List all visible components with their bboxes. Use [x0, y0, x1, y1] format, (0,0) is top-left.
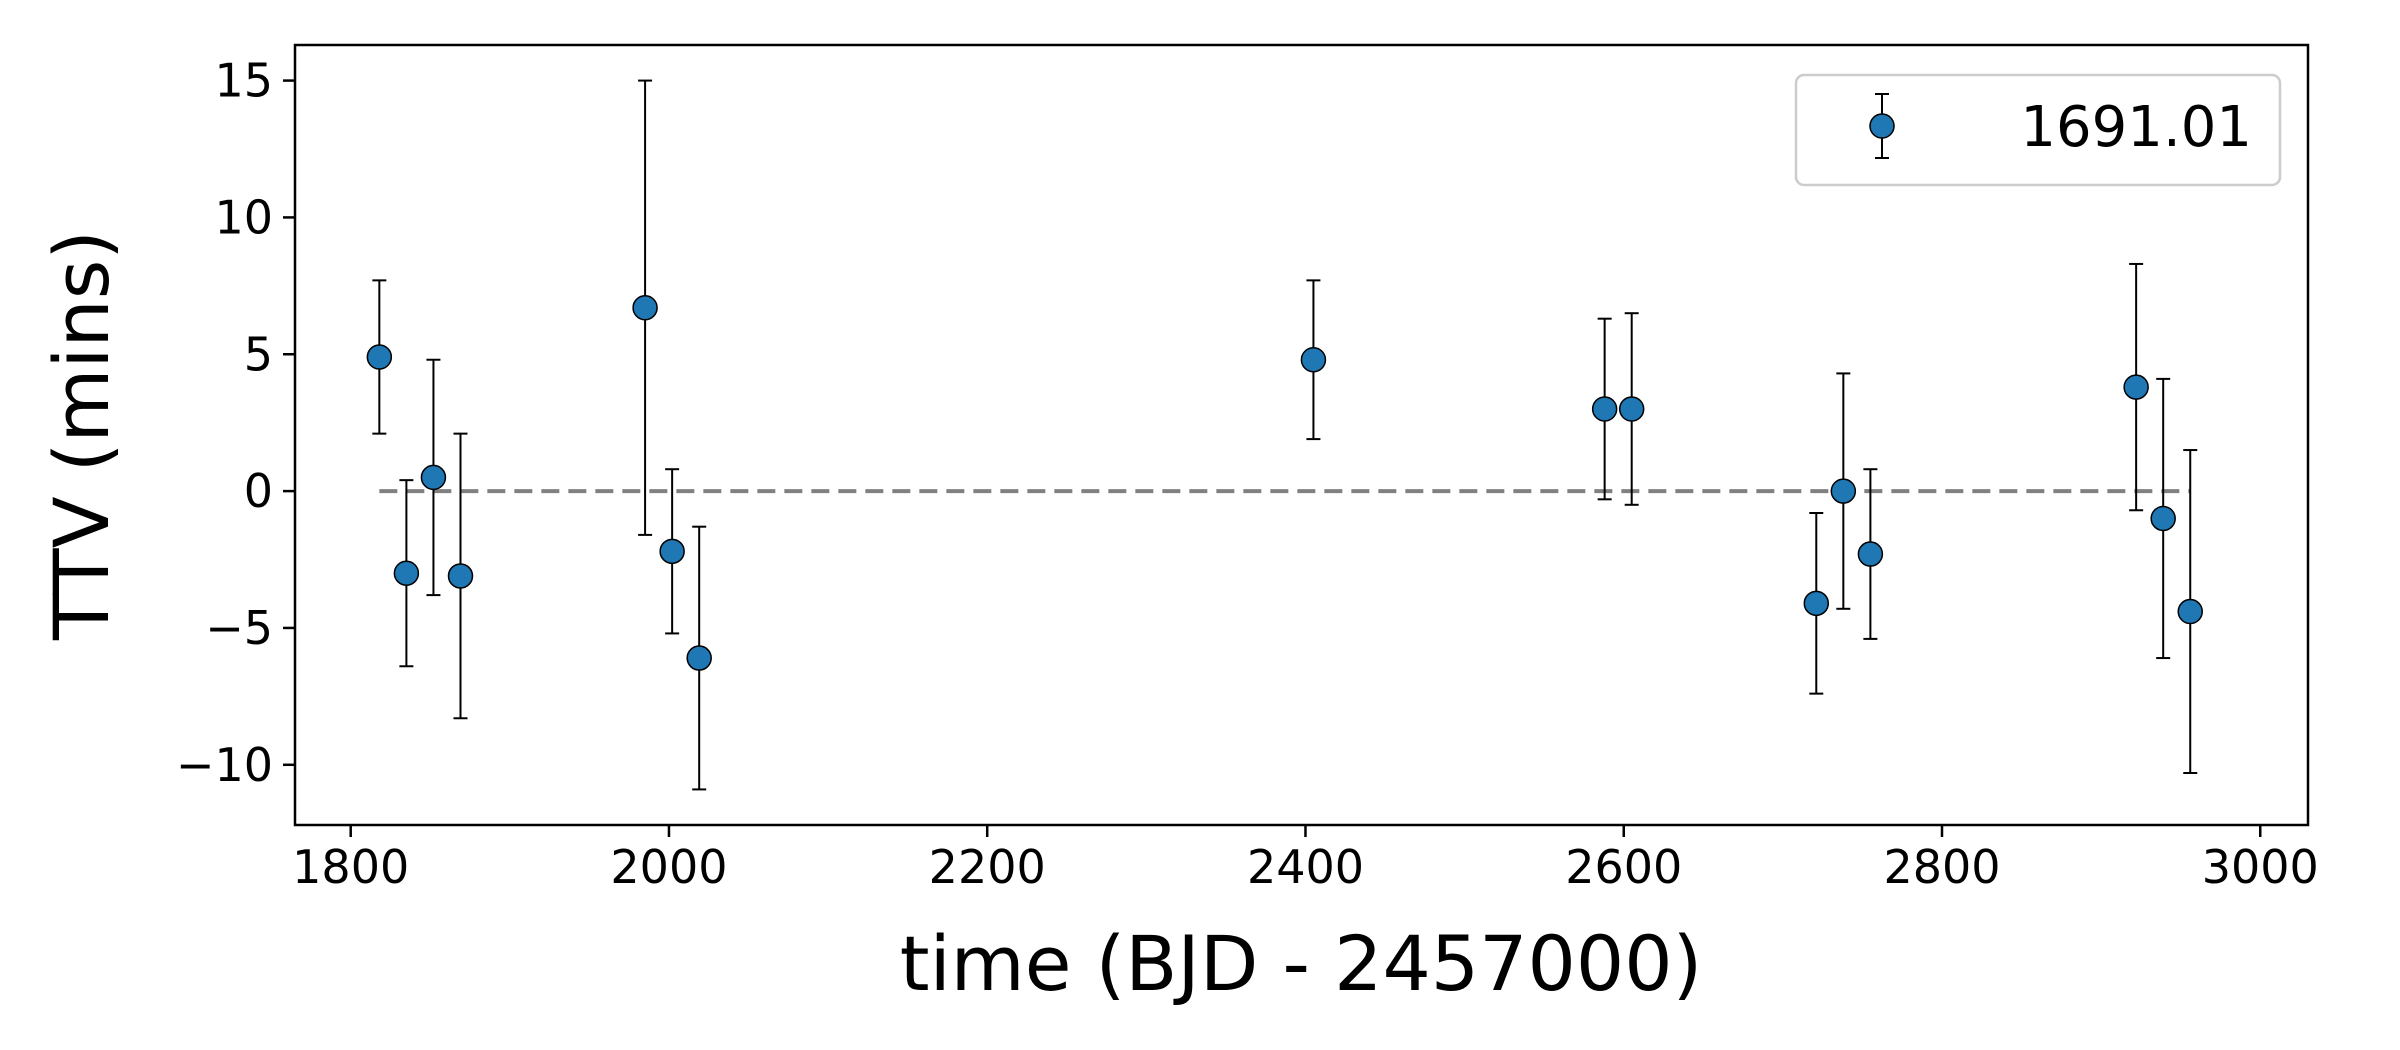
y-tick-label: 0 [244, 464, 273, 518]
y-tick-label: 15 [214, 54, 273, 108]
data-point [659, 538, 685, 565]
x-tick-label: 2400 [1247, 840, 1364, 894]
legend-box [1794, 73, 2282, 187]
x-tick-label: 1800 [292, 840, 409, 894]
legend-label: 1691.01 [2020, 95, 2252, 160]
data-point [1857, 541, 1884, 567]
data-point [1803, 590, 1830, 617]
data-point [686, 645, 712, 671]
y-axis-label: TTV (mins) [37, 230, 126, 641]
data-point [366, 344, 393, 370]
legend: 1691.01 [1794, 73, 2282, 187]
y-axis: −10 −5 0 5 10 15 [176, 54, 295, 792]
x-tick-label: 2000 [610, 840, 727, 894]
y-tick-label: 5 [244, 327, 273, 381]
data-point [2177, 598, 2203, 625]
x-axis-label: time (BJD - 2457000) [900, 919, 1702, 1008]
data-layer [366, 79, 2203, 791]
data-point [1830, 478, 1857, 504]
y-tick-label: −10 [176, 738, 273, 792]
x-tick-label: 2600 [1565, 840, 1682, 894]
data-point [1591, 396, 1618, 422]
x-tick-label: 2200 [929, 840, 1046, 894]
x-tick-label: 3000 [2202, 840, 2319, 894]
data-point [632, 294, 658, 321]
legend-marker-icon [1869, 113, 1895, 139]
data-point [2123, 374, 2149, 400]
data-point [447, 563, 474, 589]
y-tick-label: −5 [205, 601, 273, 655]
x-axis: 1800 2000 2200 2400 2600 2800 3000 [292, 825, 2319, 894]
data-point [1300, 346, 1327, 373]
y-tick-label: 10 [214, 190, 273, 244]
data-point [1618, 396, 1645, 422]
data-point [420, 464, 447, 491]
plot-frame [293, 43, 2310, 827]
data-point [2150, 505, 2176, 532]
x-tick-label: 2800 [1883, 840, 2000, 894]
data-point [393, 560, 420, 586]
